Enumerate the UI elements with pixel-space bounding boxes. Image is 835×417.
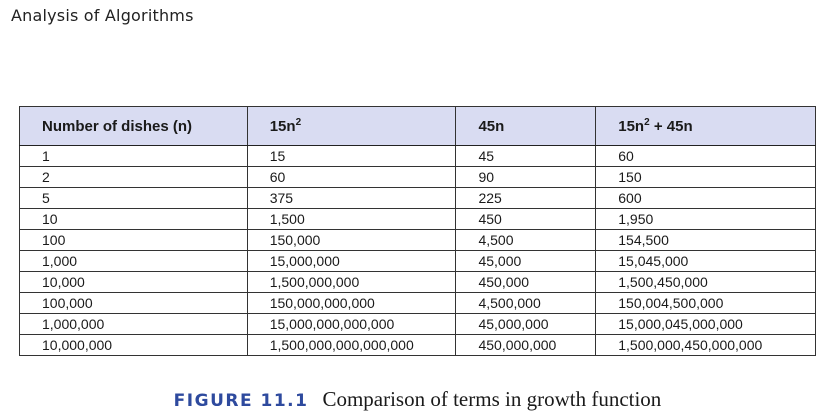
header-growth-function: 15n2 + 45n [595, 106, 816, 146]
cell-linear: 90 [455, 166, 597, 188]
cell-quadratic: 1,500,000,000,000,000 [246, 334, 457, 356]
header-label: Number of dishes (n) [42, 117, 193, 135]
cell-total: 1,950 [595, 208, 816, 230]
table-row: 1 15 45 60 [19, 145, 816, 167]
cell-quadratic: 15,000,000,000,000 [246, 313, 457, 335]
cell-dishes: 1,000 [19, 250, 248, 272]
cell-linear: 4,500 [455, 229, 597, 251]
header-label: 15n [618, 117, 645, 135]
cell-quadratic: 150,000,000,000 [246, 292, 457, 314]
cell-total: 15,045,000 [595, 250, 816, 272]
cell-dishes: 10 [19, 208, 248, 230]
cell-dishes: 100,000 [19, 292, 248, 314]
cell-dishes: 2 [19, 166, 248, 188]
cell-linear: 225 [455, 187, 597, 209]
table-row: 1,000 15,000,000 45,000 15,045,000 [19, 250, 816, 272]
table-header: Number of dishes (n) 15n2 45n 15n2 + 45n [19, 106, 816, 146]
header-label: 15n [269, 117, 296, 135]
cell-linear: 450,000,000 [455, 334, 597, 356]
header-label: 45n [478, 117, 505, 135]
cell-quadratic: 150,000 [246, 229, 457, 251]
cell-quadratic: 15,000,000 [246, 250, 457, 272]
cell-quadratic: 1,500,000,000 [246, 271, 457, 293]
cell-dishes: 100 [19, 229, 248, 251]
table-row: 1,000,000 15,000,000,000,000 45,000,000 15,… [19, 313, 816, 335]
cell-linear: 450 [455, 208, 597, 230]
figure-label: FIGURE 11.1 [173, 391, 309, 411]
figure-caption-text: Comparison of terms in growth function [322, 387, 662, 411]
header-row: Number of dishes (n) 15n2 45n 15n2 + 45n [19, 106, 816, 146]
cell-linear: 45,000 [455, 250, 597, 272]
cell-dishes: 1 [19, 145, 248, 167]
cell-total: 1,500,000,450,000,000 [595, 334, 816, 356]
running-head: Analysis of Algorithms [11, 6, 194, 25]
cell-dishes: 5 [19, 187, 248, 209]
table-row: 2 60 90 150 [19, 166, 816, 188]
header-exponent: 2 [644, 116, 650, 128]
cell-linear: 4,500,000 [455, 292, 597, 314]
cell-total: 1,500,450,000 [595, 271, 816, 293]
header-number-of-dishes: Number of dishes (n) [19, 106, 248, 146]
table-row: 10,000 1,500,000,000 450,000 1,500,450,000 [19, 271, 816, 293]
header-linear-term: 45n [455, 106, 597, 146]
figure-caption: FIGURE 11.1 Comparison of terms in growth… [0, 387, 835, 412]
cell-linear: 450,000 [455, 271, 597, 293]
table-row: 10 1,500 450 1,950 [19, 208, 816, 230]
cell-quadratic: 15 [246, 145, 457, 167]
table-row: 5 375 225 600 [19, 187, 816, 209]
growth-comparison-table: Number of dishes (n) 15n2 45n 15n2 + 45n… [19, 106, 816, 356]
cell-total: 60 [595, 145, 816, 167]
cell-linear: 45 [455, 145, 597, 167]
cell-dishes: 1,000,000 [19, 313, 248, 335]
table-row: 100,000 150,000,000,000 4,500,000 150,004,5… [19, 292, 816, 314]
table-body: 1 15 45 60 2 60 90 150 5 375 225 600 10 1,500 450 1,950… [19, 145, 816, 356]
cell-dishes: 10,000,000 [19, 334, 248, 356]
cell-total: 154,500 [595, 229, 816, 251]
table-row: 10,000,000 1,500,000,000,000,000 450,000,0… [19, 334, 816, 356]
header-exponent: 2 [295, 116, 302, 128]
cell-total: 600 [595, 187, 816, 209]
header-quadratic-term: 15n2 [246, 106, 457, 146]
cell-dishes: 10,000 [19, 271, 248, 293]
table-row: 100 150,000 4,500 154,500 [19, 229, 816, 251]
cell-total: 15,000,045,000,000 [595, 313, 816, 335]
cell-quadratic: 1,500 [246, 208, 457, 230]
cell-quadratic: 60 [246, 166, 457, 188]
cell-quadratic: 375 [246, 187, 457, 209]
cell-linear: 45,000,000 [455, 313, 597, 335]
header-label-tail: + 45n [649, 117, 693, 135]
cell-total: 150,004,500,000 [595, 292, 816, 314]
cell-total: 150 [595, 166, 816, 188]
